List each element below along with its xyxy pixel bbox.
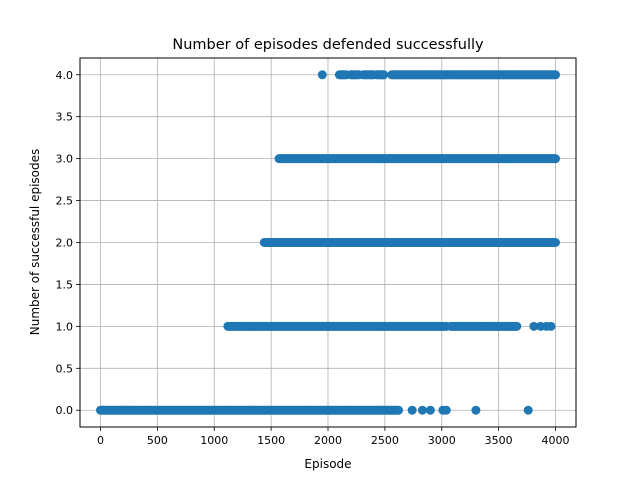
y-tick-label: 2.0 [56, 237, 74, 250]
y-tick-label: 4.0 [56, 69, 74, 82]
scatter-point [379, 70, 389, 80]
y-axis-ticks: 0.0 0.5 1.0 1.5 2.0 2.5 3.0 3.5 4.0 [56, 69, 80, 417]
x-tick-label: 3500 [485, 434, 513, 447]
x-tick-label: 3000 [428, 434, 456, 447]
y-tick-label: 0.5 [56, 362, 74, 375]
x-tick-label: 1500 [257, 434, 285, 447]
y-tick-label: 2.5 [56, 195, 74, 208]
scatter-point [551, 154, 561, 164]
scatter-point [407, 405, 417, 415]
scatter-point [551, 238, 561, 247]
x-tick-label: 4000 [542, 434, 570, 447]
scatter-point [523, 405, 533, 415]
scatter-point [317, 70, 327, 80]
x-tick-label: 2500 [371, 434, 399, 447]
y-tick-label: 0.0 [56, 404, 74, 417]
y-tick-label: 1.5 [56, 278, 74, 291]
scatter-point [441, 405, 451, 415]
x-axis-label: Episode [304, 457, 351, 471]
scatter-point [417, 405, 427, 415]
chart-title: Number of episodes defended successfully [172, 37, 484, 53]
scatter-point [512, 321, 522, 331]
scatter-point [394, 405, 404, 415]
scatter-point [529, 321, 539, 331]
x-tick-label: 500 [147, 434, 168, 447]
x-tick-label: 2000 [314, 434, 342, 447]
x-axis-ticks: 0 500 1000 1500 2000 2500 3000 3500 4000 [97, 427, 570, 447]
x-tick-label: 0 [97, 434, 104, 447]
scatter-point [425, 405, 435, 415]
x-tick-label: 1000 [200, 434, 228, 447]
scatter-point [471, 405, 481, 415]
scatter-point [551, 70, 561, 80]
y-axis-label: Number of successful episodes [28, 149, 42, 336]
y-tick-label: 3.5 [56, 111, 74, 124]
scatter-point [546, 321, 556, 331]
y-tick-label: 3.0 [56, 153, 74, 166]
y-tick-label: 1.0 [56, 320, 74, 333]
data-points [95, 70, 561, 415]
